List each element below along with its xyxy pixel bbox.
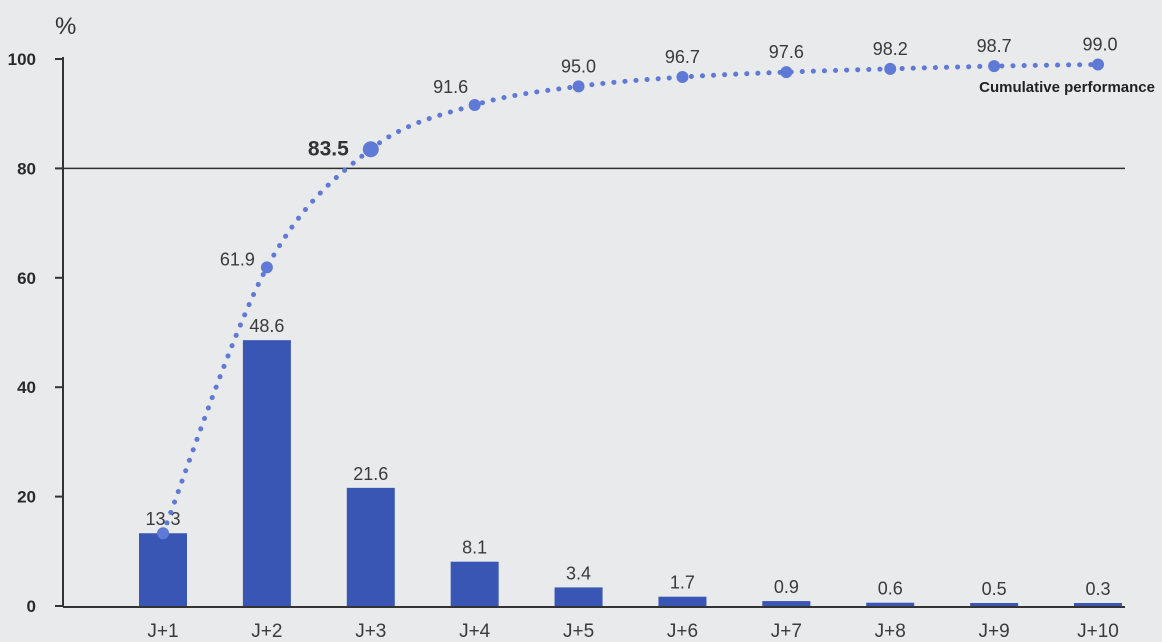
y-tick-label: 40 xyxy=(17,378,36,397)
bar-value-label: 21.6 xyxy=(353,464,388,484)
y-tick-label: 20 xyxy=(17,488,36,507)
y-unit-label: % xyxy=(55,13,76,40)
cumulative-value-label: 61.9 xyxy=(220,249,255,269)
cumulative-value-label: 91.6 xyxy=(433,77,468,97)
bar xyxy=(866,602,915,606)
bar xyxy=(242,340,291,606)
cumulative-labels: 61.9 83.5 91.6 95.0 96.7 97.6 98.2 98.7 99.0 xyxy=(220,34,1118,269)
bar-value-label: 0.6 xyxy=(878,579,903,599)
cumulative-point xyxy=(468,98,481,111)
bar xyxy=(762,601,811,606)
y-axis: 0 20 40 60 80 100 xyxy=(8,50,1125,616)
cumulative-line xyxy=(160,61,1101,536)
bar xyxy=(658,596,707,606)
bar-value-label: 8.1 xyxy=(462,538,487,558)
cumulative-value-label: 98.7 xyxy=(977,36,1012,56)
bar xyxy=(139,533,187,606)
bar xyxy=(970,603,1019,606)
bar-value-label: 1.7 xyxy=(670,573,695,593)
bar-value-label: 3.4 xyxy=(566,563,591,583)
y-tick-label: 60 xyxy=(17,269,36,288)
cumulative-series-name: Cumulative performance xyxy=(979,79,1155,96)
cumulative-point xyxy=(676,71,689,84)
x-tick-label: J+6 xyxy=(667,621,698,642)
cumulative-point xyxy=(157,527,169,540)
cumulative-series xyxy=(157,58,1104,540)
bar-value-label: 48.6 xyxy=(249,316,284,336)
cumulative-point xyxy=(572,80,585,93)
cumulative-point xyxy=(780,66,793,79)
y-tick-label: 100 xyxy=(8,50,36,69)
cumulative-value-label: 99.0 xyxy=(1082,34,1117,54)
bar xyxy=(554,587,603,606)
x-tick-label: J+4 xyxy=(459,621,491,642)
cumulative-value-label: 96.7 xyxy=(665,47,700,67)
x-ticks: J+1 J+2 J+3 J+4 J+5 J+6 J+7 J+8 J+9 J+10 xyxy=(147,621,1118,642)
bar-value-label: 0.3 xyxy=(1085,579,1110,599)
x-tick-label: J+9 xyxy=(979,621,1010,642)
bar-value-label: 0.9 xyxy=(774,577,799,597)
bar xyxy=(1074,603,1122,606)
cumulative-value-label: 95.0 xyxy=(561,56,596,76)
bar-value-label: 0.5 xyxy=(982,579,1007,599)
bar xyxy=(450,561,499,606)
y-tick-label: 0 xyxy=(27,597,36,616)
cumulative-point xyxy=(1092,58,1104,71)
bar-labels: 13.3 48.6 21.6 8.1 3.4 1.7 0.9 0.6 0.5 0.3 xyxy=(145,316,1110,599)
cumulative-point xyxy=(260,261,273,274)
y-tick-label: 80 xyxy=(17,159,36,178)
x-tick-label: J+10 xyxy=(1077,621,1119,642)
cumulative-value-label: 98.2 xyxy=(873,39,908,59)
bar-value-label: 13.3 xyxy=(145,509,180,529)
cumulative-value-label: 83.5 xyxy=(308,137,349,160)
bar xyxy=(346,487,395,606)
cumulative-point xyxy=(988,60,1001,73)
bars xyxy=(139,340,1122,606)
x-tick-label: J+1 xyxy=(147,621,178,642)
cumulative-point xyxy=(884,62,897,75)
cumulative-value-label: 97.6 xyxy=(769,42,804,62)
cumulative-point xyxy=(362,141,379,158)
x-tick-label: J+8 xyxy=(875,621,906,642)
x-tick-label: J+3 xyxy=(355,621,386,642)
x-tick-label: J+7 xyxy=(771,621,802,642)
x-tick-label: J+2 xyxy=(251,621,282,642)
x-tick-label: J+5 xyxy=(563,621,594,642)
